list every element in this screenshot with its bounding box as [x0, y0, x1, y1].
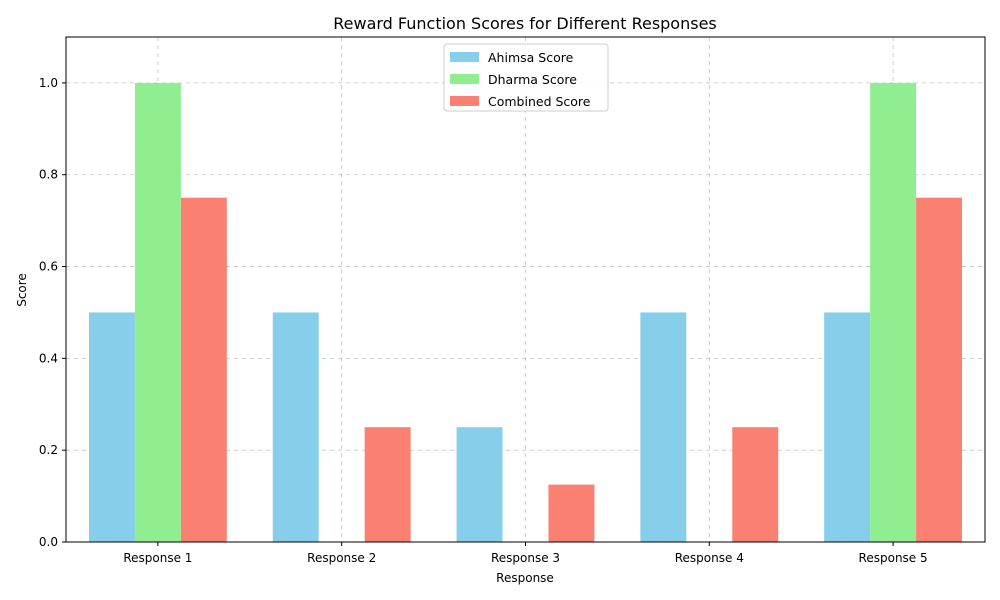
y-tick-label: 0.8 — [39, 168, 58, 182]
legend: Ahimsa Score Dharma Score Combined Score — [443, 43, 609, 112]
y-tick-label: 1.0 — [39, 76, 58, 90]
y-tick-label: 0.6 — [39, 260, 58, 274]
legend-swatch — [450, 74, 479, 84]
bar-ahimsa-score-3 — [456, 427, 503, 542]
y-tick-label: 0.0 — [39, 535, 58, 549]
bar-ahimsa-score-4 — [640, 312, 687, 542]
bar-ahimsa-score-1 — [88, 312, 135, 542]
x-axis-label: Response — [496, 571, 554, 585]
legend-label: Ahimsa Score — [488, 50, 574, 65]
bar-combined-score-3 — [548, 484, 595, 542]
legend-swatch — [450, 52, 479, 62]
legend-box — [443, 43, 609, 112]
y-tick-label: 0.2 — [39, 443, 58, 457]
x-tick-label: Response 4 — [675, 551, 744, 565]
x-tick-label: Response 5 — [859, 551, 928, 565]
y-axis-label: Score — [15, 273, 29, 307]
bar-dharma-score-5 — [870, 82, 917, 542]
bar-combined-score-5 — [916, 197, 963, 542]
x-tick-label: Response 1 — [123, 551, 192, 565]
y-tick-label: 0.4 — [39, 351, 58, 365]
legend-label: Dharma Score — [488, 72, 577, 87]
bar-ahimsa-score-2 — [272, 312, 319, 542]
bars — [88, 82, 963, 542]
legend-label: Combined Score — [488, 94, 591, 109]
legend-swatch — [450, 96, 479, 106]
x-tick-label: Response 3 — [491, 551, 560, 565]
bar-dharma-score-1 — [134, 82, 181, 542]
bar-combined-score-4 — [732, 427, 779, 542]
chart-title: Reward Function Scores for Different Res… — [333, 14, 717, 33]
bar-combined-score-2 — [364, 427, 411, 542]
bar-ahimsa-score-5 — [824, 312, 871, 542]
x-tick-label: Response 2 — [307, 551, 376, 565]
bar-combined-score-1 — [180, 197, 227, 542]
ticks: Response 1 Response 2 Response 3 Response 4… — [39, 76, 928, 565]
